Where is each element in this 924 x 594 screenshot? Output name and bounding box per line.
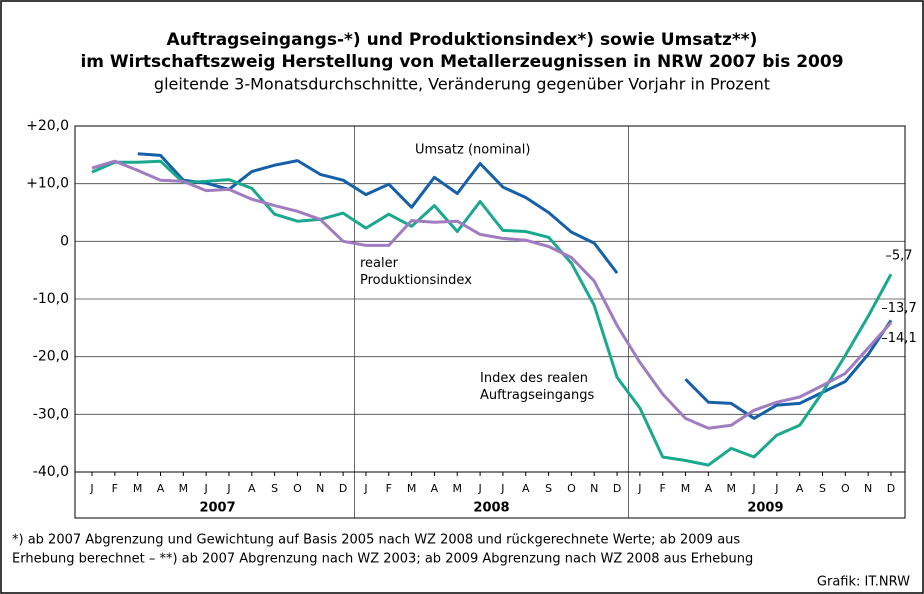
x-tick-label: J — [477, 482, 481, 495]
year-label: 2009 — [747, 501, 783, 516]
x-tick-label: O — [293, 482, 302, 495]
end-label: –14,1 — [881, 331, 916, 346]
year-label: 2007 — [199, 501, 235, 516]
x-tick-label: M — [407, 482, 417, 495]
x-tick-label: F — [660, 482, 666, 495]
x-tick-label: J — [500, 482, 504, 495]
x-tick-label: S — [819, 482, 826, 495]
y-tick-label: 0 — [60, 233, 69, 249]
year-label: 2008 — [473, 501, 509, 516]
y-tick-label: -10,0 — [33, 291, 69, 307]
series-label: Index des realen Auftragseingangs — [480, 371, 594, 403]
subtitle: gleitende 3-Monatsdurchschnitte, Verände… — [154, 75, 770, 94]
x-tick-label: M — [726, 482, 736, 495]
end-label: –5,7 — [885, 249, 912, 264]
x-tick-label: A — [431, 482, 439, 495]
title-line: im Wirtschaftszweig Herstellung von Meta… — [80, 52, 843, 72]
title-line: Auftragseingangs-*) und Produktionsindex… — [167, 30, 758, 50]
x-tick-label: N — [590, 482, 598, 495]
x-tick-label: A — [705, 482, 713, 495]
x-tick-label: D — [887, 482, 895, 495]
x-tick-label: N — [864, 482, 872, 495]
y-tick-label: -40,0 — [33, 464, 69, 480]
x-tick-label: A — [522, 482, 530, 495]
x-tick-label: D — [339, 482, 347, 495]
series-line — [91, 159, 893, 430]
x-tick-label: M — [453, 482, 463, 495]
x-tick-label: M — [179, 482, 189, 495]
x-tick-label: M — [133, 482, 143, 495]
y-tick-label: -20,0 — [33, 349, 69, 365]
x-tick-label: S — [545, 482, 552, 495]
x-tick-label: O — [567, 482, 576, 495]
x-tick-label: A — [157, 482, 165, 495]
x-tick-label: D — [613, 482, 621, 495]
x-tick-label: A — [248, 482, 256, 495]
footnote: Erhebung berechnet – **) ab 2007 Abgrenz… — [12, 552, 753, 567]
plot-frame — [74, 125, 906, 519]
y-tick-label: -30,0 — [33, 406, 69, 422]
x-tick-label: F — [112, 482, 118, 495]
footnote: *) ab 2007 Abgrenzung und Gewichtung auf… — [12, 533, 740, 548]
series-label: realer Produktionsindex — [360, 256, 472, 288]
y-tick-label: +20,0 — [26, 118, 69, 134]
x-tick-label: J — [89, 482, 93, 495]
x-tick-label: J — [751, 482, 755, 495]
x-tick-label: J — [226, 482, 230, 495]
x-tick-label: A — [796, 482, 804, 495]
x-tick-label: J — [637, 482, 641, 495]
x-tick-label: S — [271, 482, 278, 495]
x-tick-label: M — [681, 482, 691, 495]
x-tick-label: J — [204, 482, 208, 495]
x-tick-label: N — [316, 482, 324, 495]
source: Grafik: IT.NRW — [817, 575, 910, 590]
series-label: Umsatz (nominal) — [415, 143, 530, 158]
x-tick-label: O — [841, 482, 850, 495]
x-tick-label: J — [774, 482, 778, 495]
x-tick-label: J — [363, 482, 367, 495]
y-tick-label: +10,0 — [26, 176, 69, 192]
series-line — [137, 152, 893, 420]
series-line — [91, 159, 893, 467]
end-label: –13,7 — [881, 301, 916, 316]
x-tick-label: F — [386, 482, 392, 495]
